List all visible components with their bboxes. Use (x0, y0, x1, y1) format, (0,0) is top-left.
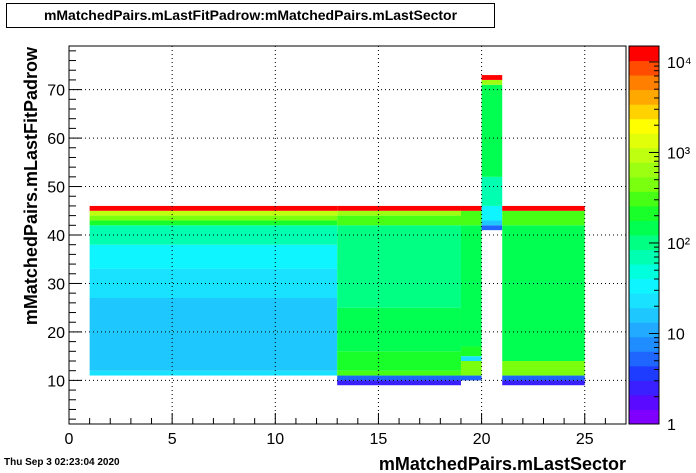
palette-band (629, 322, 659, 338)
heatmap-cell (89, 244, 338, 269)
palette-band (629, 205, 659, 221)
palette-band (629, 75, 659, 91)
palette-band (629, 336, 659, 352)
y-axis: 10 20 30 40 50 60 70 (47, 50, 82, 420)
palette-band (629, 147, 659, 163)
palette-band (629, 118, 659, 134)
heatmap-cell (337, 370, 461, 376)
y-tick-label: 70 (47, 83, 65, 100)
heatmap-cell (481, 176, 503, 206)
palette-band (629, 409, 659, 425)
palette-band (629, 133, 659, 149)
heatmap-cell (502, 225, 585, 361)
heatmap-cell (460, 210, 482, 226)
palette-tick-label: 10⁴ (667, 55, 692, 72)
y-tick-label: 10 (47, 373, 65, 390)
palette-band (629, 307, 659, 323)
palette-band (629, 278, 659, 294)
heatmap-cell (502, 375, 585, 381)
palette-band (629, 104, 659, 120)
heatmap-cell (89, 331, 338, 371)
heatmap-cell (89, 210, 338, 216)
heatmap-cell (481, 79, 503, 85)
palette-band (629, 293, 659, 309)
heatmap-cell (337, 351, 461, 371)
palette-band (629, 89, 659, 105)
x-axis-label: mMatchedPairs.mLastSector (379, 454, 626, 473)
palette-band (629, 365, 659, 381)
palette-band (629, 220, 659, 236)
heatmap-cell (89, 298, 338, 332)
chart-title: mMatchedPairs.mLastFitPadrow:mMatchedPai… (6, 3, 495, 28)
palette-band (629, 249, 659, 265)
x-tick-label: 25 (576, 431, 594, 448)
palette-band (629, 60, 659, 76)
palette-tick-label: 10³ (667, 145, 691, 162)
heatmap-cell (337, 225, 461, 308)
heatmap-cell (460, 346, 482, 357)
y-tick-label: 60 (47, 131, 65, 148)
heatmap-cell (481, 205, 503, 221)
heatmap-cell (481, 84, 503, 177)
palette-tick-label: 10 (667, 326, 685, 343)
x-axis: 0 5 10 15 20 25 (65, 413, 627, 448)
palette-tick-label: 10² (667, 236, 691, 253)
heatmap-cell (460, 375, 482, 381)
palette-band (629, 162, 659, 178)
palette-border (628, 45, 660, 425)
heatmap-cell (502, 205, 585, 211)
timestamp: Thu Sep 3 02:23:04 2020 (4, 457, 120, 468)
palette-band (629, 380, 659, 396)
heatmap-cell (89, 205, 338, 211)
heatmap-cell (481, 75, 503, 80)
heatmap-cell (337, 210, 461, 216)
heatmap-cell (502, 210, 585, 226)
heatmap-cell (460, 356, 482, 361)
heatmap-cell (337, 380, 461, 386)
heatmap-cell (481, 220, 503, 226)
heatmap-cell (337, 307, 461, 352)
y-tick-label: 20 (47, 325, 65, 342)
palette-band (629, 191, 659, 207)
heatmap-cell (460, 205, 482, 211)
palette-band (629, 351, 659, 367)
y-tick-label: 30 (47, 276, 65, 293)
x-tick-label: 0 (65, 431, 74, 448)
palette-band (629, 394, 659, 410)
heatmap-cell (502, 361, 585, 376)
x-tick-label: 10 (266, 431, 284, 448)
palette-band (629, 46, 659, 62)
x-tick-label: 5 (168, 431, 177, 448)
heatmap-cell (337, 215, 461, 226)
heatmap-cell (89, 370, 338, 376)
heatmap-cell (502, 380, 585, 386)
heatmap-cell (460, 225, 482, 347)
grid-lines (69, 46, 626, 424)
palette-band (629, 176, 659, 192)
palette-band (629, 235, 659, 251)
palette-tick-label: 1 (667, 417, 676, 434)
palette-band (629, 264, 659, 280)
heatmap-cell (337, 205, 461, 211)
heatmap-cell (481, 225, 503, 231)
y-tick-label: 40 (47, 228, 65, 245)
x-tick-label: 15 (370, 431, 388, 448)
heatmap-cells (89, 75, 585, 386)
heatmap-cell (89, 220, 338, 226)
heatmap-cell (89, 215, 338, 221)
x-tick-label: 20 (473, 431, 491, 448)
y-tick-label: 50 (47, 180, 65, 197)
y-axis-label: mMatchedPairs.mLastFitPadrow (21, 46, 41, 325)
heatmap-cell (460, 361, 482, 376)
heatmap-cell (337, 375, 461, 381)
color-palette: 1 10 10² 10³ 10⁴ (628, 45, 692, 434)
